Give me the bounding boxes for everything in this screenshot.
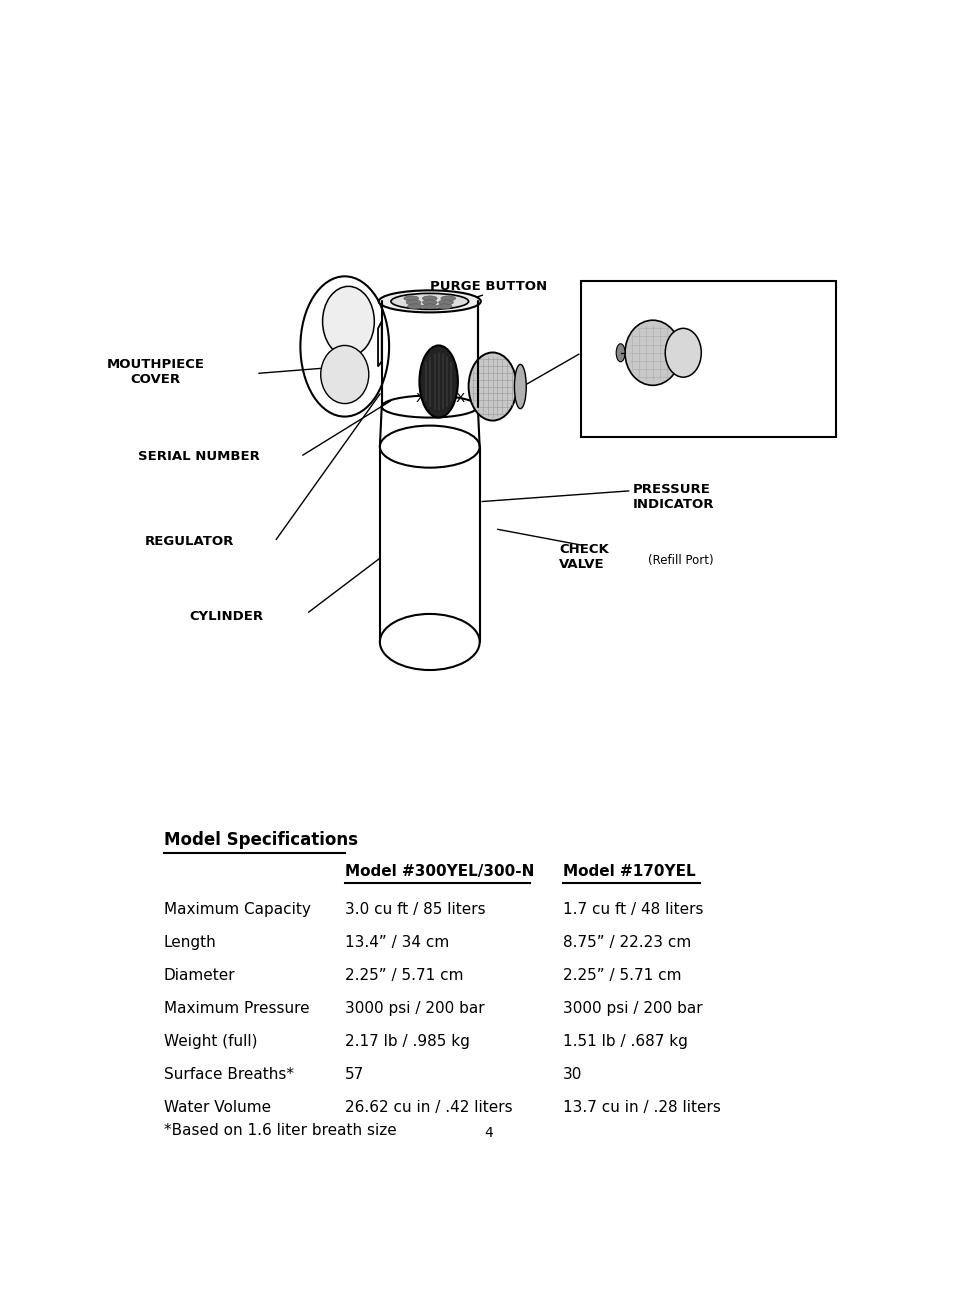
Ellipse shape	[440, 295, 456, 301]
Ellipse shape	[406, 299, 420, 304]
Ellipse shape	[468, 353, 517, 420]
Text: X X X X: X X X X	[416, 392, 465, 405]
Text: 2.17 lb / .985 kg: 2.17 lb / .985 kg	[344, 1034, 469, 1049]
Text: Length: Length	[164, 935, 216, 950]
Ellipse shape	[407, 304, 422, 308]
Ellipse shape	[624, 320, 679, 385]
Text: 2.25” / 5.71 cm: 2.25” / 5.71 cm	[344, 968, 463, 984]
Text: 1.51 lb / .687 kg: 1.51 lb / .687 kg	[562, 1034, 687, 1049]
Ellipse shape	[320, 346, 369, 403]
Text: (optional): (optional)	[703, 380, 763, 393]
Text: CYLINDER: CYLINDER	[189, 610, 263, 623]
Ellipse shape	[436, 304, 452, 308]
Text: (Refill Port): (Refill Port)	[647, 554, 713, 567]
Ellipse shape	[379, 425, 479, 467]
Ellipse shape	[419, 346, 457, 418]
Text: *Based on 1.6 liter breath size: *Based on 1.6 liter breath size	[164, 1124, 395, 1138]
Text: REGULATOR: REGULATOR	[144, 535, 233, 548]
Ellipse shape	[379, 614, 479, 670]
Text: Weight (full): Weight (full)	[164, 1034, 257, 1049]
Text: Model #300YEL/300-N: Model #300YEL/300-N	[344, 864, 534, 879]
Text: 4: 4	[484, 1125, 493, 1140]
Text: 13.7 cu in / .28 liters: 13.7 cu in / .28 liters	[562, 1101, 720, 1115]
Text: 13.4” / 34 cm: 13.4” / 34 cm	[344, 935, 449, 950]
Text: Maximum Capacity: Maximum Capacity	[164, 902, 310, 917]
Ellipse shape	[664, 328, 700, 377]
Ellipse shape	[381, 396, 477, 418]
Text: PRESSURE
INDICATOR: PRESSURE INDICATOR	[633, 483, 714, 511]
Text: SERIAL NUMBER: SERIAL NUMBER	[137, 450, 259, 463]
Ellipse shape	[422, 304, 436, 308]
Text: 30: 30	[562, 1067, 581, 1082]
Text: Surface Breaths*: Surface Breaths*	[164, 1067, 294, 1082]
Text: 1.7 cu ft / 48 liters: 1.7 cu ft / 48 liters	[562, 902, 702, 917]
Text: CHECK
VALVE: CHECK VALVE	[558, 543, 608, 571]
Text: Diameter: Diameter	[164, 968, 235, 984]
Text: Water Volume: Water Volume	[164, 1101, 271, 1115]
Text: 3000 psi / 200 bar: 3000 psi / 200 bar	[562, 1002, 701, 1016]
Text: Model Specifications: Model Specifications	[164, 831, 357, 850]
Ellipse shape	[391, 293, 468, 310]
Text: Maximum Pressure: Maximum Pressure	[164, 1002, 309, 1016]
Text: MOUTHPIECE
COVER: MOUTHPIECE COVER	[106, 358, 204, 385]
Text: Model #170YEL: Model #170YEL	[562, 864, 695, 879]
Ellipse shape	[514, 364, 526, 409]
Polygon shape	[377, 321, 381, 367]
Text: DIAL GAUGE PRESSURE: DIAL GAUGE PRESSURE	[647, 319, 821, 332]
Text: INDICATOR: INDICATOR	[693, 345, 775, 358]
Text: 26.62 cu in / .42 liters: 26.62 cu in / .42 liters	[344, 1101, 512, 1115]
Text: 2.25” / 5.71 cm: 2.25” / 5.71 cm	[562, 968, 680, 984]
Ellipse shape	[422, 295, 436, 301]
Ellipse shape	[438, 299, 453, 304]
Polygon shape	[379, 406, 479, 446]
FancyBboxPatch shape	[580, 281, 836, 437]
Text: 8.75” / 22.23 cm: 8.75” / 22.23 cm	[562, 935, 690, 950]
Ellipse shape	[422, 299, 436, 304]
Text: PURGE BUTTON: PURGE BUTTON	[430, 280, 547, 293]
Ellipse shape	[403, 295, 418, 301]
Ellipse shape	[378, 290, 480, 312]
Ellipse shape	[300, 276, 389, 416]
Ellipse shape	[322, 286, 374, 356]
Ellipse shape	[616, 343, 624, 362]
Text: 3.0 cu ft / 85 liters: 3.0 cu ft / 85 liters	[344, 902, 485, 917]
Text: 3000 psi / 200 bar: 3000 psi / 200 bar	[344, 1002, 484, 1016]
Text: 57: 57	[344, 1067, 364, 1082]
